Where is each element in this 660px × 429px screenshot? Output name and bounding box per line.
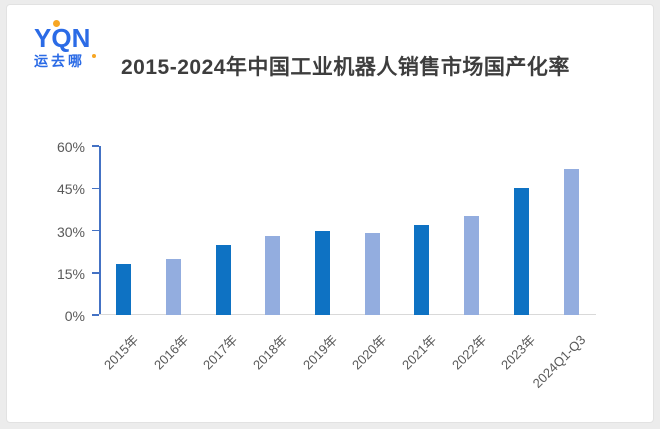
x-axis-line (99, 314, 596, 315)
y-tick-0% (92, 314, 99, 316)
chart-card: YQN 运去哪 2015-2024年中国工业机器人销售市场国产化率 0% 15% 3… (6, 4, 654, 423)
x-axis-label: 2017年 (200, 332, 241, 373)
bar-2018年 (265, 236, 281, 315)
y-tick-30% (92, 229, 99, 232)
y-tick-label: 0% (64, 308, 85, 324)
chart-title: 2015-2024年中国工业机器人销售市场国产化率 (121, 56, 570, 79)
bar-2021年 (414, 224, 430, 315)
bar-chart: 0% 15% 30% 45% 60% 2015年 2016年 2017年 2018年 2019年… (57, 140, 596, 391)
logo-orange-dot-icon (53, 20, 60, 27)
x-axis-label: 2024Q1-Q3 (529, 332, 589, 391)
logo: YQN 运去哪 (34, 18, 114, 69)
x-axis-label: 2019年 (299, 332, 340, 373)
bar-2022年 (464, 216, 480, 315)
logo-text: YQN (34, 23, 91, 53)
x-axis-label: 2015年 (100, 332, 142, 373)
bars-container (99, 146, 596, 315)
y-tick-label: 45% (56, 181, 85, 198)
x-axis-label: 2023年 (498, 332, 539, 373)
logo-subtext-orange-dot-icon (92, 54, 96, 58)
y-tick-15% (92, 272, 99, 274)
bar-2020年 (364, 233, 380, 315)
x-axis-label: 2016年 (150, 332, 191, 373)
logo-subtext: 运去哪 (34, 53, 85, 69)
bar-2023年 (513, 188, 529, 315)
y-tick-60% (92, 145, 99, 147)
y-tick-label: 15% (56, 265, 85, 282)
x-axis-label: 2021年 (399, 332, 440, 373)
bar-2019年 (315, 230, 331, 315)
y-tick-label: 30% (56, 223, 85, 240)
y-tick-45% (92, 187, 99, 189)
bar-2017年 (215, 244, 231, 315)
x-axis-label: 2018年 (249, 332, 291, 373)
bar-2015年 (116, 264, 132, 315)
bar-2016年 (166, 258, 182, 315)
bar-2024Q1-Q3 (563, 168, 579, 315)
y-axis-line (99, 146, 101, 315)
x-axis-labels: 2015年 2016年 2017年 2018年 2019年 2020年 2021年 2022年… (99, 315, 596, 405)
y-tick-label: 60% (56, 139, 85, 155)
x-axis-label: 2020年 (349, 332, 390, 373)
x-axis-label: 2022年 (448, 332, 490, 373)
